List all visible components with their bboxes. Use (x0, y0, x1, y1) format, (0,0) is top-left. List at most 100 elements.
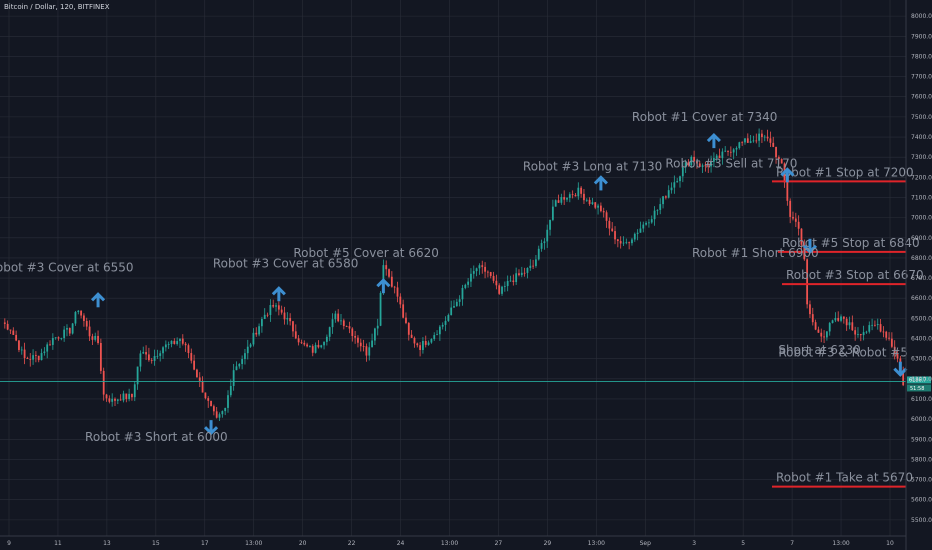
candle-body (9, 329, 12, 331)
candle-body (187, 345, 190, 354)
candle-body (210, 400, 212, 407)
candle-body (422, 340, 424, 350)
candle-body (696, 161, 698, 164)
last-price-tag (907, 376, 931, 384)
candle-body (300, 342, 303, 344)
candle-body (116, 399, 119, 401)
candle-body (23, 349, 26, 358)
candle-body (85, 320, 88, 327)
candle-body (862, 332, 865, 336)
candle-body (215, 411, 218, 418)
candle-body (710, 161, 712, 167)
candle-body (509, 280, 512, 282)
candle-body (173, 340, 176, 344)
candle-body (37, 355, 40, 361)
candle-body (252, 332, 255, 345)
candle-body (125, 393, 128, 400)
candle-body (704, 165, 707, 167)
candle-body (351, 328, 354, 336)
y-tick-label: 6000.0 (911, 416, 932, 423)
candle-body (489, 272, 492, 276)
candle-body (484, 266, 486, 272)
candle-body (715, 155, 718, 159)
candle-body (388, 269, 390, 277)
y-tick-label: 6800.0 (911, 255, 932, 262)
candle-body (865, 331, 868, 333)
candle-body (35, 355, 37, 357)
candle-body (148, 354, 150, 361)
candle-body (487, 271, 489, 273)
last-price-sub-tag (907, 384, 931, 392)
last-price-sub-label: 51:58 (910, 386, 924, 392)
candle-body (512, 280, 515, 283)
candle-body (679, 176, 681, 182)
candle-body (560, 197, 563, 203)
candle-body (871, 324, 873, 326)
level-label: Robot #3 Stop at 6670 (786, 268, 924, 282)
candle-body (749, 141, 752, 143)
candle-body (26, 357, 29, 359)
candle-body (594, 202, 597, 208)
candle-body (142, 352, 145, 354)
candle-body (294, 331, 297, 339)
candle-body (184, 343, 187, 346)
candle-body (585, 199, 588, 201)
candle-body (181, 338, 184, 344)
arrow-head (90, 292, 106, 302)
candle-body (557, 200, 560, 203)
candle-body (190, 353, 193, 361)
candle-body (94, 335, 97, 340)
candle-body (792, 216, 794, 219)
candle-body (18, 340, 20, 350)
candle-body (718, 155, 721, 159)
candle-body (275, 305, 277, 307)
y-axis: 5500.0 5600.0 5700.0 5800.0 5900.0 6000.0 6100… (905, 0, 932, 550)
x-tick-label: 10 (886, 540, 894, 547)
candle-body (249, 344, 252, 347)
candle-body (763, 136, 766, 138)
candle-body (49, 344, 51, 346)
x-tick-label: 15 (152, 540, 160, 547)
candle-body (119, 399, 122, 401)
candle-body (636, 232, 639, 234)
candle-body (413, 337, 416, 344)
candle-body (766, 136, 769, 139)
candle-body (461, 287, 464, 300)
candle-body (583, 193, 585, 201)
candle-body (159, 353, 162, 356)
candle-body (633, 233, 636, 240)
candle-body (153, 356, 156, 361)
candle-body (407, 322, 410, 335)
y-tick-label: 6100.0 (911, 396, 932, 403)
candle-body (379, 292, 382, 326)
candle-body (729, 151, 732, 153)
candle-body (280, 309, 283, 313)
candle-body (732, 149, 735, 153)
candle-body (136, 366, 139, 385)
annotation-label: Robot #3 Cover at 6580 (213, 256, 359, 270)
candle-body (515, 273, 518, 283)
candle-body (6, 323, 9, 330)
candle-body (831, 320, 834, 324)
y-tick-label: 6600.0 (911, 295, 932, 302)
candle-body (735, 148, 738, 150)
y-tick-label: 6500.0 (911, 315, 932, 322)
x-tick-label: 13 (103, 540, 111, 547)
candle-body (227, 395, 229, 408)
candle-body (580, 187, 583, 194)
candle-body (12, 330, 15, 335)
level-label: Robot #1 Stop at 7200 (776, 165, 914, 179)
arrow-up-icon (780, 167, 795, 183)
candle-body (204, 392, 207, 399)
annotation-label: Robot #3 Cover at 6550 (0, 260, 134, 274)
candle-body (758, 133, 760, 141)
candle-body (393, 286, 396, 288)
candle-body (60, 338, 63, 339)
candle-body (292, 321, 294, 332)
candle-body (526, 267, 529, 273)
candle-body (438, 326, 441, 335)
y-tick-label: 7100.0 (911, 194, 932, 201)
y-tick-label: 7700.0 (911, 74, 932, 81)
arrow-head (203, 426, 219, 436)
